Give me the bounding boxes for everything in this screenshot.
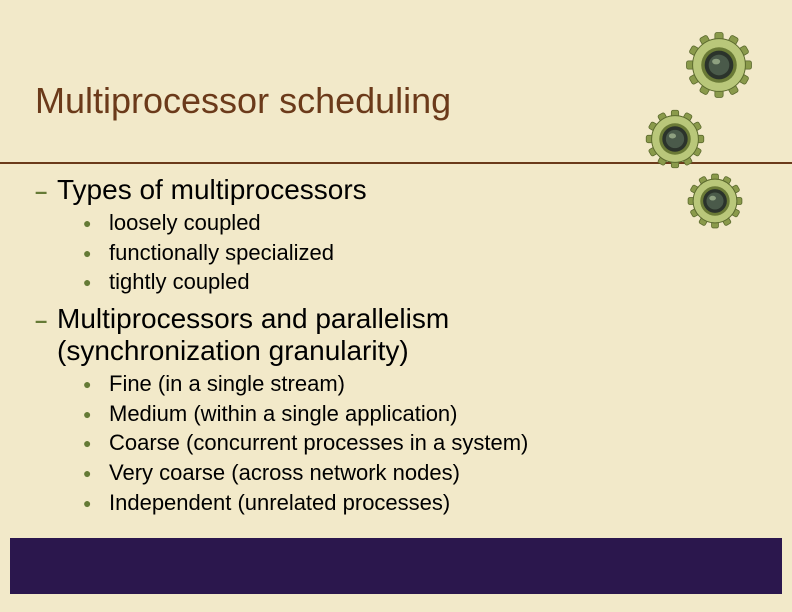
- dot-bullet-icon: ●: [83, 244, 109, 263]
- list-item: ● Independent (unrelated processes): [83, 488, 742, 518]
- list-item-text: tightly coupled: [109, 267, 250, 297]
- list-item: ● Fine (in a single stream): [83, 369, 742, 399]
- list-item-text: Medium (within a single application): [109, 399, 458, 429]
- list-item-text: Fine (in a single stream): [109, 369, 345, 399]
- list-item: ● tightly coupled: [83, 267, 742, 297]
- list-item-text: Very coarse (across network nodes): [109, 458, 460, 488]
- list-item-text: Independent (unrelated processes): [109, 488, 450, 518]
- dash-bullet-icon: –: [35, 179, 57, 205]
- section-title: Multiprocessors and parallelism: [57, 303, 449, 335]
- section-title: Types of multiprocessors: [57, 174, 367, 206]
- gear-cluster-icon: [624, 30, 754, 250]
- section-title-cont: (synchronization granularity): [57, 335, 742, 367]
- sub-list: ● Fine (in a single stream) ● Medium (wi…: [83, 369, 742, 517]
- gear-icon: [644, 108, 706, 170]
- section-head: – Multiprocessors and parallelism: [35, 303, 742, 335]
- list-item-text: functionally specialized: [109, 238, 334, 268]
- gear-icon: [684, 30, 754, 100]
- list-item-text: Coarse (concurrent processes in a system…: [109, 428, 528, 458]
- dot-bullet-icon: ●: [83, 273, 109, 292]
- dash-bullet-icon: –: [35, 308, 57, 334]
- list-item-text: loosely coupled: [109, 208, 261, 238]
- gear-icon: [686, 172, 744, 230]
- dot-bullet-icon: ●: [83, 494, 109, 513]
- dot-bullet-icon: ●: [83, 214, 109, 233]
- footer-bar: [10, 538, 782, 594]
- list-item: ● Coarse (concurrent processes in a syst…: [83, 428, 742, 458]
- slide: Multiprocessor scheduling – Types of mul…: [0, 0, 792, 612]
- slide-title: Multiprocessor scheduling: [35, 80, 451, 122]
- dot-bullet-icon: ●: [83, 464, 109, 483]
- dot-bullet-icon: ●: [83, 405, 109, 424]
- dot-bullet-icon: ●: [83, 434, 109, 453]
- list-item: ● Medium (within a single application): [83, 399, 742, 429]
- dot-bullet-icon: ●: [83, 375, 109, 394]
- list-item: ● Very coarse (across network nodes): [83, 458, 742, 488]
